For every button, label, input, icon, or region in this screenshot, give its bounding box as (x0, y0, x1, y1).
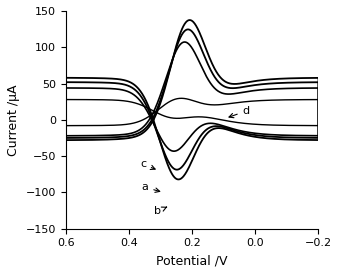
Text: a: a (141, 182, 160, 192)
Text: b: b (154, 206, 167, 216)
X-axis label: Potential /V: Potential /V (156, 254, 228, 267)
Text: d: d (229, 106, 250, 118)
Text: c: c (140, 159, 155, 170)
Y-axis label: Current /μA: Current /μA (7, 84, 20, 156)
